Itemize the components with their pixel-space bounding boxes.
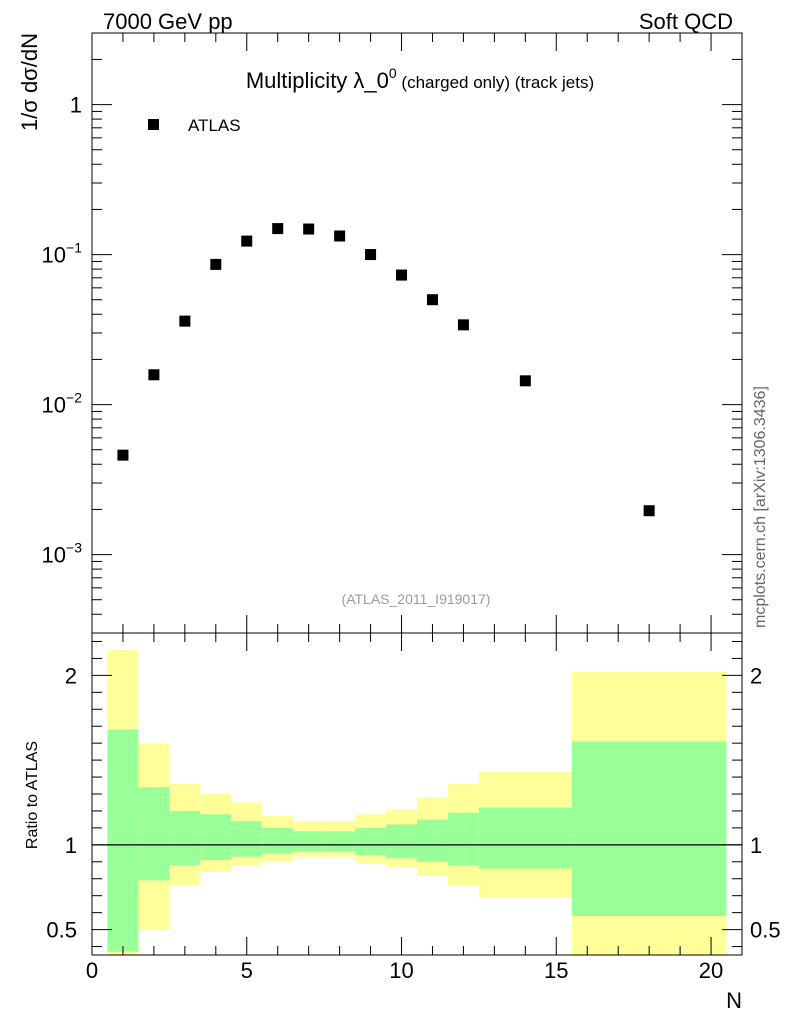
data-point <box>179 315 191 327</box>
ratio-y-tick-label-right: 1 <box>750 833 762 858</box>
header-category-label: Soft QCD <box>639 9 733 34</box>
x-tick-labels: 0 5 10 15 20 <box>86 958 723 983</box>
header-energy-label: 7000 GeV pp <box>103 9 233 34</box>
data-point <box>117 449 129 461</box>
data-point <box>303 223 315 235</box>
legend: ATLAS <box>148 116 241 135</box>
x-tick-label: 0 <box>86 958 98 983</box>
stat-uncertainty-band <box>169 810 201 866</box>
ratio-y-tick-label-left: 0.5 <box>46 918 77 943</box>
x-axis-label: N <box>726 988 742 1013</box>
x-tick-label: 5 <box>241 958 253 983</box>
stat-uncertainty-band <box>138 787 170 881</box>
stat-uncertainty-band <box>324 831 356 852</box>
stat-uncertainty-band <box>417 819 448 862</box>
stat-uncertainty-band <box>231 821 263 857</box>
ratio-y-axis-label: Ratio to ATLAS <box>24 741 41 849</box>
data-point <box>241 235 253 247</box>
data-point <box>148 369 160 381</box>
analysis-watermark: (ATLAS_2011_I919017) <box>342 591 491 607</box>
ratio-axis-ticks <box>91 633 743 955</box>
stat-uncertainty-band <box>386 824 417 859</box>
data-point <box>210 258 222 270</box>
stat-uncertainty-band <box>571 741 727 917</box>
ratio-y-tick-labels: 0.5 0.5 1 1 2 2 <box>46 663 780 942</box>
ratio-uncertainty-bands <box>107 649 727 955</box>
ratio-y-tick-label-right: 2 <box>750 663 762 688</box>
legend-marker-atlas <box>148 119 159 130</box>
stat-uncertainty-band <box>447 812 479 866</box>
y-tick-label: 10−3 <box>42 540 83 568</box>
chart-title: Multiplicity λ_00 (charged only) (track … <box>246 65 594 93</box>
y-tick-label: 1 <box>70 93 82 118</box>
main-y-tick-labels: 1 10−1 10−2 10−3 <box>42 93 83 568</box>
data-point <box>643 505 655 517</box>
x-tick-label: 10 <box>389 958 413 983</box>
stat-uncertainty-band <box>262 827 294 854</box>
stat-uncertainty-band <box>355 827 387 856</box>
data-point <box>519 375 531 387</box>
data-point <box>426 294 438 306</box>
data-point <box>272 223 284 235</box>
y-axis-label: 1/σ dσ/dN <box>17 33 42 131</box>
ratio-y-tick-label-left: 1 <box>65 833 77 858</box>
data-point <box>396 269 408 281</box>
y-tick-label: 10−2 <box>42 390 83 418</box>
data-point <box>457 319 469 331</box>
ratio-y-tick-label-left: 2 <box>65 663 77 688</box>
legend-label-atlas: ATLAS <box>188 116 241 135</box>
stat-uncertainty-band <box>478 807 572 869</box>
x-tick-label: 15 <box>544 958 568 983</box>
data-point <box>334 230 346 242</box>
data-points <box>117 223 655 517</box>
x-tick-label: 20 <box>699 958 723 983</box>
stat-uncertainty-band <box>107 729 139 952</box>
main-axis-ticks <box>91 32 743 634</box>
data-point <box>365 249 377 261</box>
stat-uncertainty-band <box>293 831 325 852</box>
stat-uncertainty-band <box>200 814 232 861</box>
ratio-y-tick-label-right: 0.5 <box>750 918 781 943</box>
side-credit-label: mcplots.cern.ch [arXiv:1306.3436] <box>752 386 769 628</box>
y-tick-label: 10−1 <box>42 240 83 268</box>
